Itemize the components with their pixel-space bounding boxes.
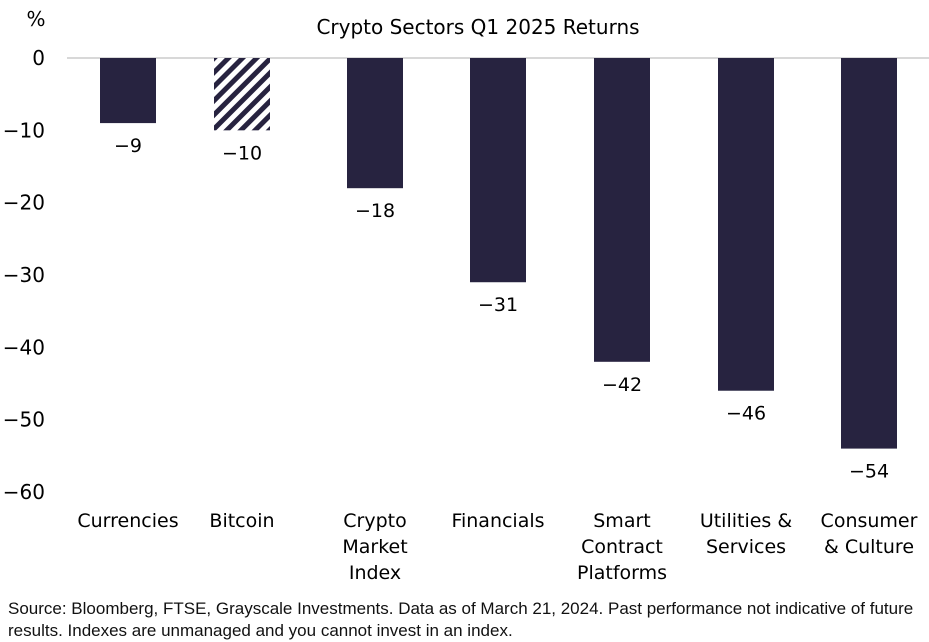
y-tick-label: −20: [3, 191, 45, 215]
y-tick-label: 0: [32, 46, 45, 70]
y-tick-label: −30: [3, 263, 45, 287]
x-tick-label: Services: [706, 536, 786, 558]
bar: [214, 58, 270, 131]
x-tick-label: Crypto: [343, 510, 406, 532]
x-tick-label: Contract: [581, 536, 663, 558]
bar-chart: Crypto Sectors Q1 2025 Returns % 0 −10 −20…: [3, 7, 929, 584]
y-tick-label: −60: [3, 480, 45, 504]
data-label: −31: [478, 294, 518, 316]
data-label: −10: [222, 142, 262, 164]
x-tick-label: & Culture: [824, 536, 914, 558]
data-label: −18: [355, 200, 395, 222]
x-tick-label: Utilities &: [700, 510, 793, 532]
x-tick-label: Consumer: [821, 510, 918, 532]
y-tick-label: −50: [3, 408, 45, 432]
data-label: −42: [602, 374, 642, 396]
data-label: −9: [114, 135, 142, 157]
x-tick-label: Currencies: [77, 510, 178, 532]
x-tick-label: Smart: [593, 510, 650, 532]
data-label: −46: [726, 403, 766, 425]
bar: [594, 58, 650, 362]
bar: [347, 58, 403, 189]
x-tick-label: Bitcoin: [209, 510, 274, 532]
bar: [470, 58, 526, 283]
source-footnote: Source: Bloomberg, FTSE, Grayscale Inves…: [8, 599, 914, 640]
y-axis-label: %: [26, 7, 45, 31]
data-label: −54: [849, 461, 889, 483]
x-tick-label: Platforms: [577, 562, 667, 584]
chart-title: Crypto Sectors Q1 2025 Returns: [316, 15, 639, 39]
x-tick-label: Index: [349, 562, 401, 584]
bar: [100, 58, 156, 124]
x-tick-label: Market: [342, 536, 407, 558]
y-tick-label: −40: [3, 335, 45, 359]
bar: [718, 58, 774, 391]
y-tick-label: −10: [3, 118, 45, 142]
bar: [841, 58, 897, 449]
x-tick-label: Financials: [451, 510, 544, 532]
